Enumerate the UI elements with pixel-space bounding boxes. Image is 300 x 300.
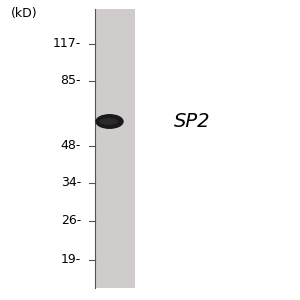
Ellipse shape [96, 115, 123, 128]
Text: 34-: 34- [61, 176, 81, 190]
Ellipse shape [99, 118, 118, 125]
Text: 48-: 48- [61, 139, 81, 152]
Text: (kD): (kD) [11, 7, 37, 20]
Text: 26-: 26- [61, 214, 81, 227]
Text: SP2: SP2 [174, 112, 211, 131]
Text: 85-: 85- [61, 74, 81, 88]
Text: 117-: 117- [53, 37, 81, 50]
Text: 19-: 19- [61, 253, 81, 266]
FancyBboxPatch shape [96, 9, 135, 288]
